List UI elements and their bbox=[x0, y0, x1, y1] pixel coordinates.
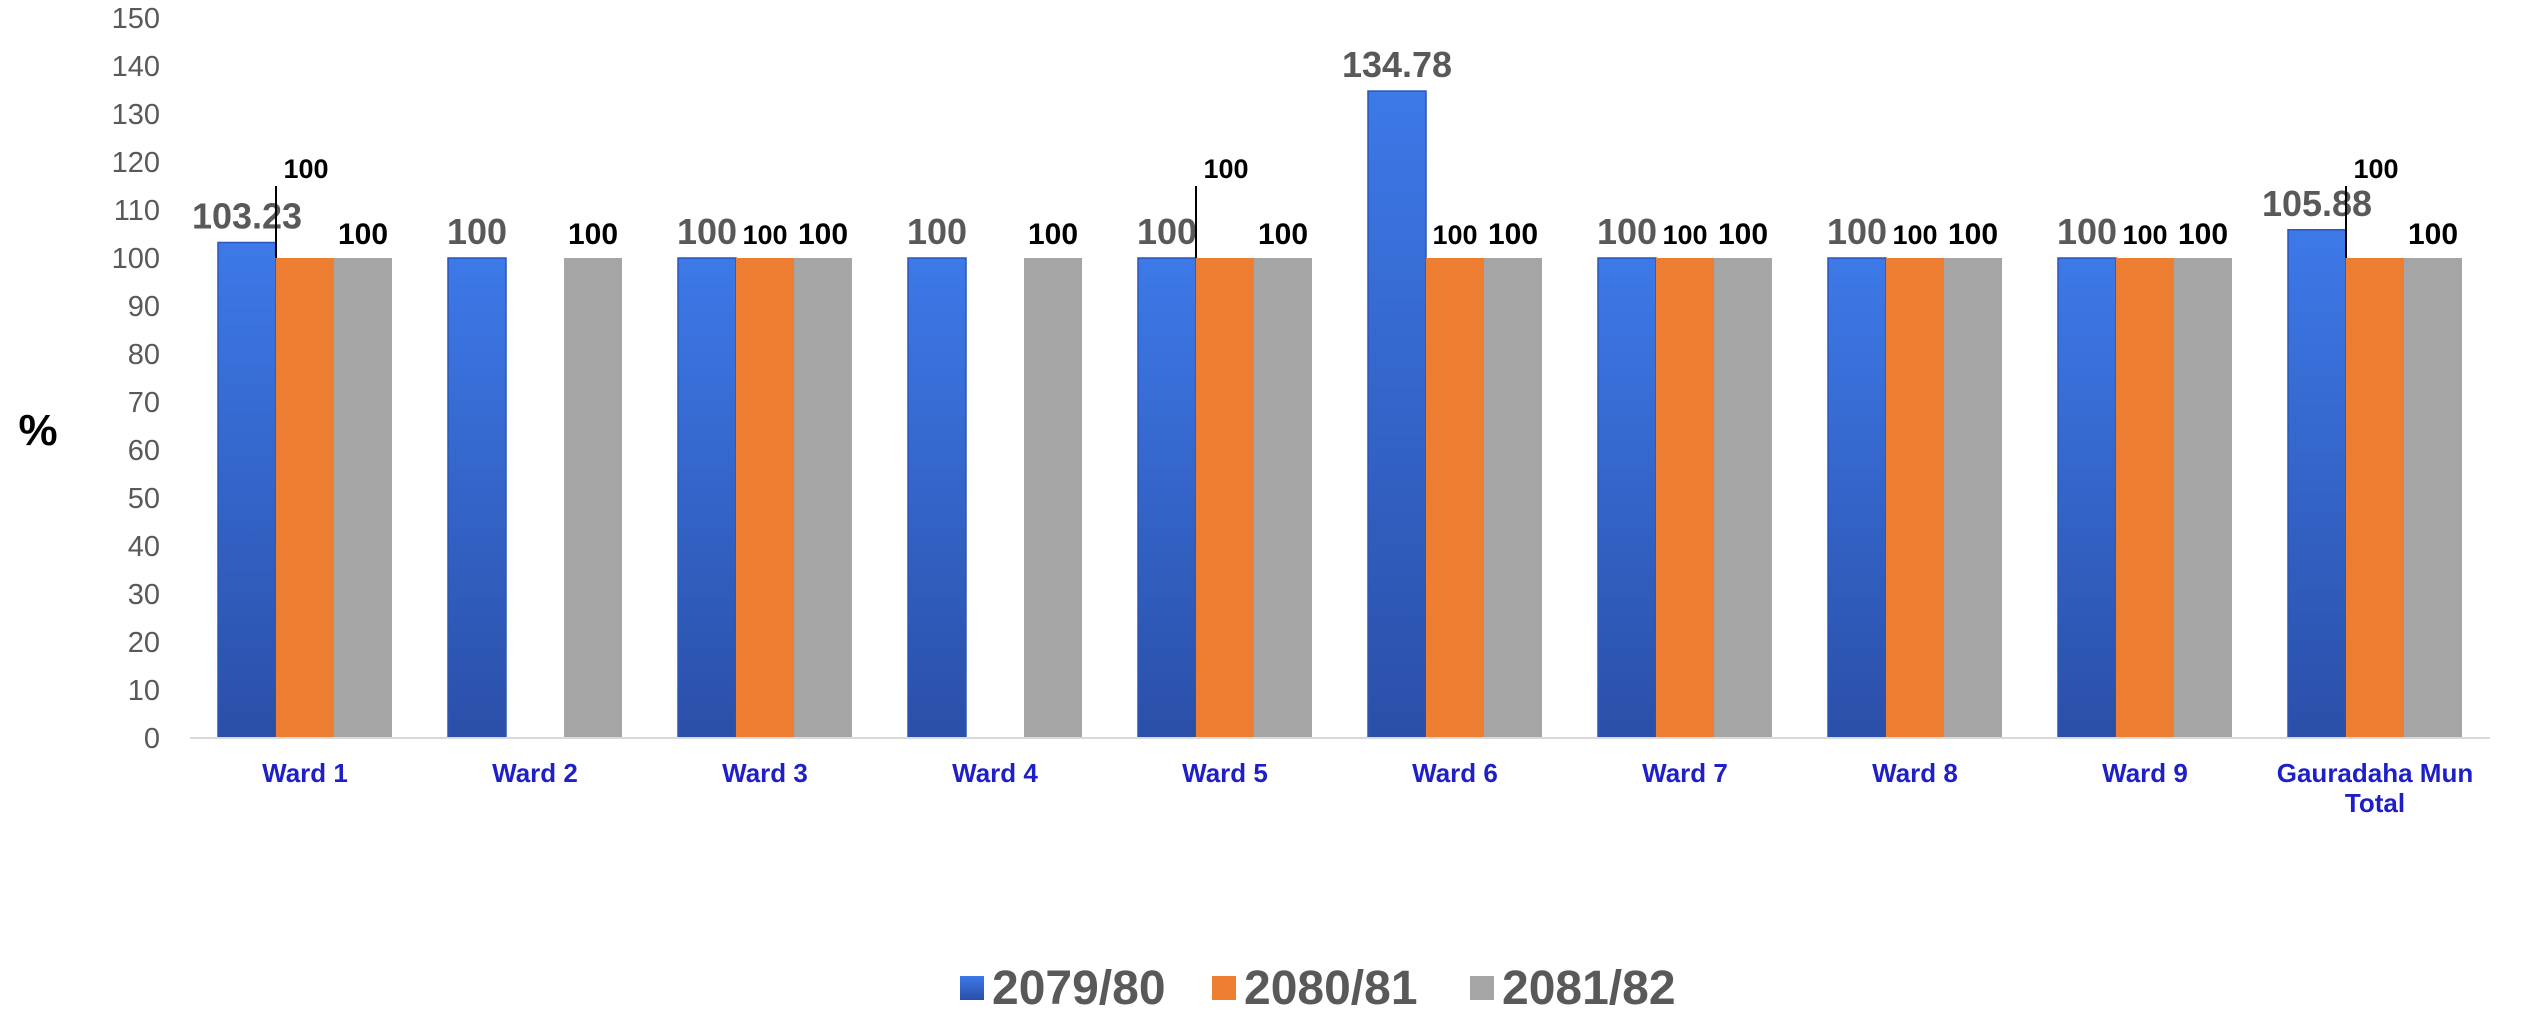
data-label: 100 bbox=[1892, 220, 1937, 250]
y-tick-label: 120 bbox=[112, 147, 160, 179]
category-label: Ward 1 bbox=[262, 758, 348, 788]
category-label: Ward 7 bbox=[1642, 758, 1728, 788]
category-label: Ward 9 bbox=[2102, 758, 2188, 788]
data-label: 100 bbox=[1718, 218, 1768, 251]
y-tick-label: 40 bbox=[128, 531, 160, 563]
bar-2080-81 bbox=[1886, 258, 1944, 738]
y-tick-label: 20 bbox=[128, 627, 160, 659]
data-label: 100 bbox=[338, 218, 388, 251]
data-label: 100 bbox=[1827, 211, 1887, 252]
data-label: 100 bbox=[742, 220, 787, 250]
data-label: 100 bbox=[1028, 218, 1078, 251]
y-tick-label: 50 bbox=[128, 483, 160, 515]
bar-2081-82 bbox=[334, 258, 392, 738]
y-tick-label: 140 bbox=[112, 51, 160, 83]
legend-swatch bbox=[960, 976, 984, 1000]
y-tick-label: 100 bbox=[112, 243, 160, 275]
data-label: 103.23 bbox=[192, 195, 302, 236]
data-label: 100 bbox=[1137, 211, 1197, 252]
data-label: 100 bbox=[2122, 220, 2167, 250]
bar-2081-82 bbox=[1484, 258, 1542, 738]
bar-2079-80 bbox=[217, 241, 277, 739]
data-label: 105.88 bbox=[2262, 183, 2372, 224]
bar-2080-81 bbox=[276, 258, 334, 738]
y-tick-label: 110 bbox=[114, 195, 160, 227]
bar-2080-81 bbox=[1426, 258, 1484, 738]
data-label: 100 bbox=[568, 218, 618, 251]
category-label: Ward 4 bbox=[952, 758, 1038, 788]
legend-label: 2079/80 bbox=[992, 962, 1166, 1015]
bar-2080-81 bbox=[2116, 258, 2174, 738]
data-label: 100 bbox=[1432, 220, 1477, 250]
bar-2080-81 bbox=[1656, 258, 1714, 738]
data-label: 100 bbox=[283, 154, 328, 184]
y-axis: 0 10 20 30 40 50 60 70 80 90 100 110 120 130 140 150 bbox=[112, 3, 160, 755]
legend-swatch bbox=[1212, 976, 1236, 1000]
bar-2079-80 bbox=[1367, 90, 1427, 739]
y-tick-label: 70 bbox=[128, 387, 160, 419]
bar-2080-81 bbox=[1196, 258, 1254, 738]
data-label: 100 bbox=[2353, 154, 2398, 184]
y-tick-label: 80 bbox=[128, 339, 160, 371]
data-label: 100 bbox=[2408, 218, 2458, 251]
y-tick-label: 10 bbox=[128, 675, 160, 707]
legend-label: 2080/81 bbox=[1244, 962, 1418, 1015]
data-label: 100 bbox=[447, 211, 507, 252]
category-label: Ward 8 bbox=[1872, 758, 1958, 788]
bar-2081-82 bbox=[1254, 258, 1312, 738]
category-label: Ward 6 bbox=[1412, 758, 1498, 788]
data-label: 100 bbox=[2178, 218, 2228, 251]
y-axis-label: % bbox=[18, 406, 57, 455]
bar-2080-81 bbox=[736, 258, 794, 738]
data-label: 100 bbox=[1258, 218, 1308, 251]
bar-2079-80 bbox=[1137, 257, 1197, 739]
data-label: 100 bbox=[1488, 218, 1538, 251]
data-label: 100 bbox=[677, 211, 737, 252]
y-tick-label: 150 bbox=[112, 3, 160, 35]
bar-2081-82 bbox=[794, 258, 852, 738]
bar-2081-82 bbox=[1944, 258, 2002, 738]
data-label: 100 bbox=[2057, 211, 2117, 252]
bar-2081-82 bbox=[564, 258, 622, 738]
bar-2081-82 bbox=[1024, 258, 1082, 738]
legend-swatch bbox=[1470, 976, 1494, 1000]
category-label: Ward 3 bbox=[722, 758, 808, 788]
bar-2080-81 bbox=[2346, 258, 2404, 738]
y-tick-label: 0 bbox=[144, 723, 160, 755]
category-label: Gauradaha Mun Total bbox=[2277, 758, 2473, 818]
bars-group bbox=[217, 90, 2462, 739]
data-label: 100 bbox=[1662, 220, 1707, 250]
y-tick-label: 90 bbox=[128, 291, 160, 323]
bar-2079-80 bbox=[447, 257, 507, 739]
y-tick-label: 30 bbox=[128, 579, 160, 611]
data-label: 100 bbox=[907, 211, 967, 252]
y-tick-label: 60 bbox=[128, 435, 160, 467]
bar-2079-80 bbox=[2287, 229, 2347, 739]
bar-2079-80 bbox=[1597, 257, 1657, 739]
data-label: 100 bbox=[798, 218, 848, 251]
bar-2079-80 bbox=[907, 257, 967, 739]
data-label: 100 bbox=[1203, 154, 1248, 184]
category-label: Ward 5 bbox=[1182, 758, 1268, 788]
bar-2081-82 bbox=[2174, 258, 2232, 738]
category-label: Ward 2 bbox=[492, 758, 578, 788]
bar-2079-80 bbox=[677, 257, 737, 739]
y-tick-label: 130 bbox=[112, 99, 160, 131]
data-label: 100 bbox=[1948, 218, 1998, 251]
x-axis: Ward 1 Ward 2 Ward 3 Ward 4 Ward 5 Ward 6 Ward… bbox=[262, 758, 2473, 818]
bar-2079-80 bbox=[1827, 257, 1887, 739]
bar-2081-82 bbox=[1714, 258, 1772, 738]
legend-label: 2081/82 bbox=[1502, 962, 1676, 1015]
legend: 2079/80 2080/81 2081/82 bbox=[960, 962, 1676, 1015]
data-label: 100 bbox=[1597, 211, 1657, 252]
bar-2081-82 bbox=[2404, 258, 2462, 738]
bar-2079-80 bbox=[2057, 257, 2117, 739]
data-label: 134.78 bbox=[1342, 44, 1452, 85]
